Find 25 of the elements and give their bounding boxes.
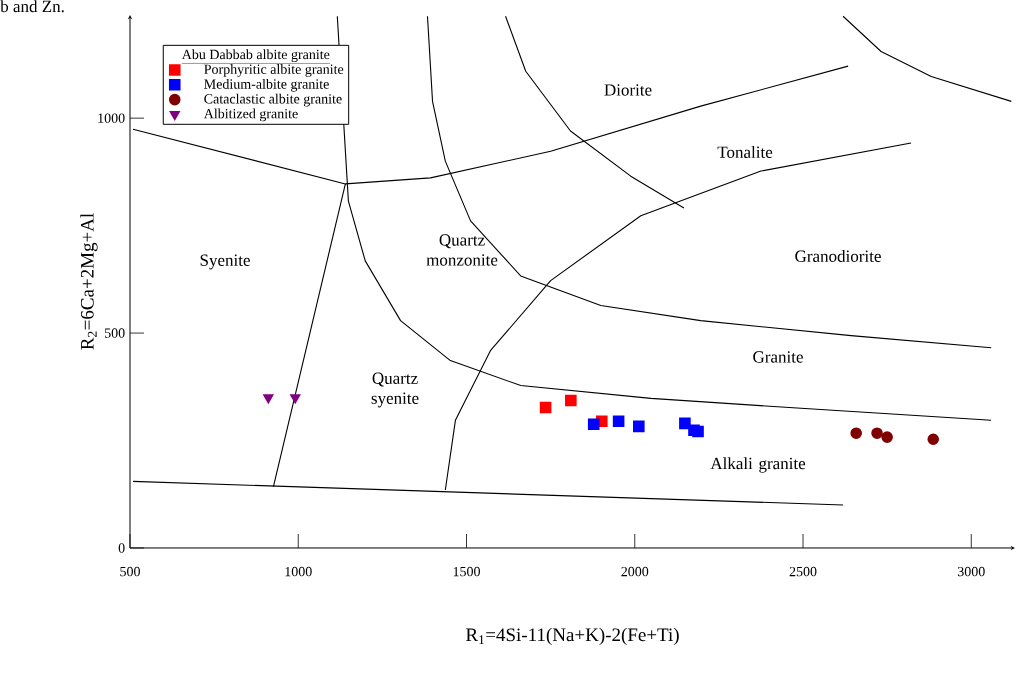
x-axis-title: R$_{1}$=4Si-11(Na+K)-2(Fe+Ti) xyxy=(465,627,679,646)
legend-label: Albitized granite xyxy=(203,108,298,122)
annotation: Granite xyxy=(753,351,803,363)
x-tick-label: 1000 xyxy=(285,566,312,577)
annotation: Diorite xyxy=(604,84,652,96)
annotation: Alkali granite xyxy=(710,457,806,473)
legend-label: Cataclastic albite granite xyxy=(204,93,342,107)
annotation: Syenite xyxy=(200,254,250,270)
y-axis-title: R$_{2}$=6Ca+2Mg+Al xyxy=(80,213,98,350)
x-tick-label: 2500 xyxy=(789,566,817,577)
y-tick-label: 1000 xyxy=(98,113,125,123)
x-tick-label: 1500 xyxy=(453,566,480,577)
x-tick-label: 500 xyxy=(120,566,140,577)
legend-label: Medium-albite granite xyxy=(204,78,329,92)
annotation: Granodiorite xyxy=(795,250,881,262)
x-tick-label: 2000 xyxy=(621,566,649,577)
y-tick-label: 0 xyxy=(118,543,125,553)
annotation: Tonalite xyxy=(717,146,773,158)
x-tick-label: 3000 xyxy=(957,566,985,577)
y-tick-label: 500 xyxy=(104,328,125,338)
text: b and Zn. xyxy=(0,0,64,13)
annotation: Quartz syenite xyxy=(371,372,419,408)
annotation: Quartz monzonite xyxy=(426,234,498,266)
legend-label: Porphyritic albite granite xyxy=(204,64,344,77)
legend-title: Abu Dabbab albite granite xyxy=(181,49,330,63)
